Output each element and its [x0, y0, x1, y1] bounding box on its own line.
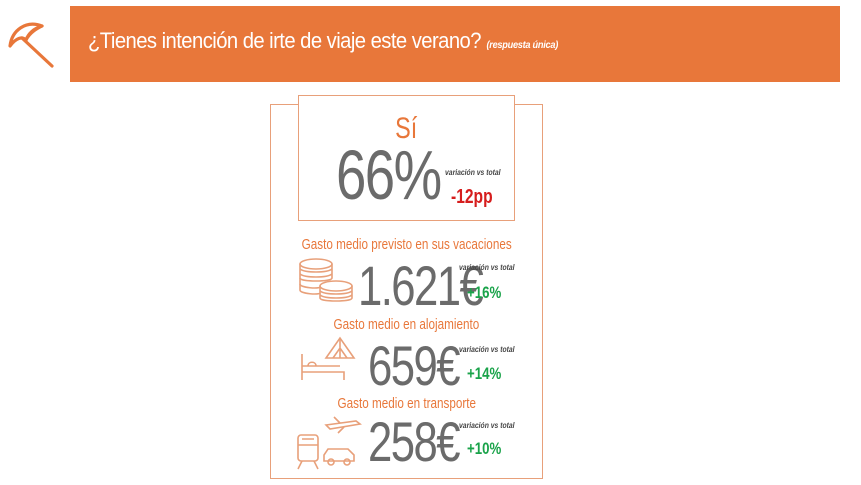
metric-value-accommodation: 659€ [368, 334, 460, 397]
variation-label: variación vs total [459, 345, 515, 354]
coins-icon [296, 256, 358, 311]
variation-label: variación vs total [459, 263, 515, 272]
metric-value-transport: 258€ [368, 410, 460, 473]
variation-label: variación vs total [445, 168, 501, 177]
yes-label: Sí [395, 112, 418, 145]
metric-variation-vacation: +16% [467, 283, 502, 302]
umbrella-icon [4, 16, 58, 70]
yes-result-box [298, 95, 515, 221]
metric-title-vacation: Gasto medio previsto en sus vacaciones [301, 236, 512, 253]
answer-type-note: (respuesta única) [486, 40, 558, 51]
variation-label: variación vs total [459, 421, 515, 430]
tent-bed-icon [300, 336, 358, 387]
yes-percentage: 66% [336, 136, 442, 214]
metric-variation-accommodation: +14% [467, 364, 502, 383]
yes-variation: -12pp [451, 186, 493, 208]
metric-title-transport: Gasto medio en transporte [337, 395, 476, 412]
header-bar: ¿Tienes intención de irte de viaje este … [70, 6, 840, 82]
transport-icon [296, 415, 362, 476]
metric-title-accommodation: Gasto medio en alojamiento [333, 316, 480, 333]
question-text: ¿Tienes intención de irte de viaje este … [88, 28, 482, 53]
metric-value-vacation: 1.621€ [358, 254, 484, 317]
question-title: ¿Tienes intención de irte de viaje este … [88, 28, 558, 54]
metric-variation-transport: +10% [467, 439, 502, 458]
